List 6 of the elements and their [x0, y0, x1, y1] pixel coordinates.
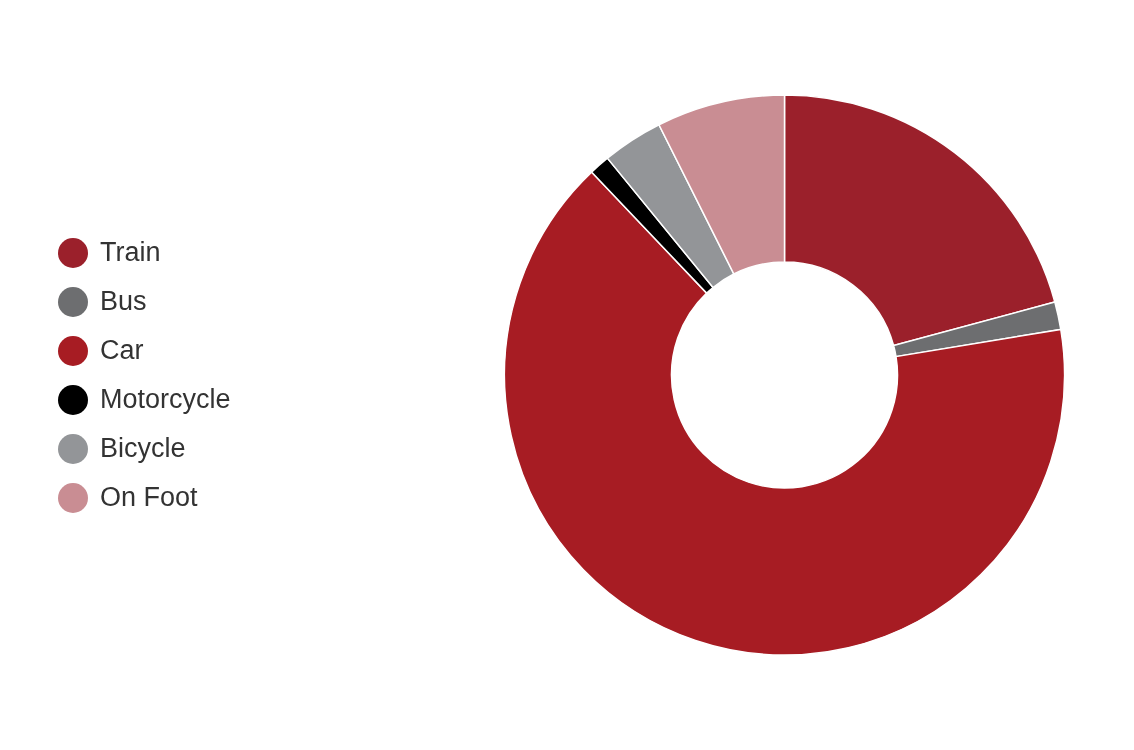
- legend-label: Motorcycle: [100, 384, 231, 415]
- legend-label: Train: [100, 237, 161, 268]
- legend-label: Car: [100, 335, 144, 366]
- legend-label: On Foot: [100, 482, 198, 513]
- legend-label: Bicycle: [100, 433, 186, 464]
- legend-label: Bus: [100, 286, 147, 317]
